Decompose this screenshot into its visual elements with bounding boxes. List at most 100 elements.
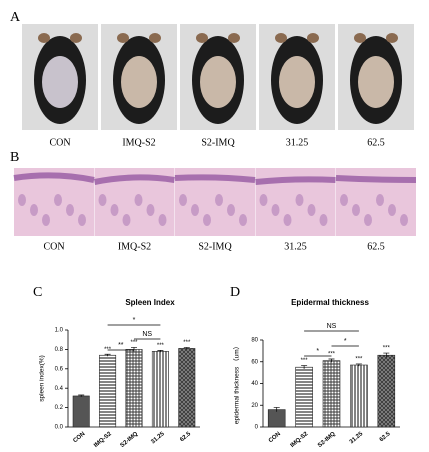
follicle	[215, 194, 223, 206]
x-tick-label: IMQ-S2	[93, 431, 113, 449]
follicle	[400, 214, 408, 226]
y-tick-label: 20	[251, 403, 258, 409]
follicle	[259, 194, 268, 206]
y-tick-label: 0.4	[55, 386, 64, 392]
follicle	[307, 204, 316, 216]
follicle	[146, 204, 155, 216]
ear	[117, 33, 129, 43]
panel-label: D	[230, 285, 240, 300]
x-tick-label: 31.25	[349, 431, 365, 446]
follicle	[179, 194, 187, 206]
error-bar	[301, 365, 308, 369]
follicle	[98, 194, 107, 206]
ear	[386, 33, 398, 43]
follicle	[134, 194, 143, 206]
error-bar	[355, 363, 362, 367]
epidermis	[13, 172, 95, 183]
error-bar	[383, 352, 390, 358]
group-label: 62.5	[367, 137, 385, 148]
follicle	[239, 214, 247, 226]
significance-label: ***	[328, 352, 336, 358]
histology-strip: CON IMQ-S2 S2-IMQ 31.25 62.5	[13, 168, 417, 252]
follicle	[122, 214, 131, 226]
y-tick-label: 0.8	[55, 347, 64, 353]
bar	[72, 395, 90, 428]
follicle	[340, 194, 348, 206]
follicle	[319, 214, 328, 226]
error-bar	[183, 347, 190, 350]
follicle	[110, 204, 119, 216]
x-tick-label: S2-IMQ	[317, 431, 337, 449]
follicle	[203, 214, 211, 226]
follicle	[66, 204, 74, 216]
follicle	[283, 214, 292, 226]
bar	[151, 351, 169, 428]
bracket-label: *	[344, 338, 347, 345]
chart-title: Spleen Index	[125, 298, 175, 307]
x-tick-label: CON	[268, 431, 282, 444]
bar	[99, 354, 117, 428]
group-label: 31.25	[284, 241, 307, 252]
group-label: IMQ-S2	[118, 241, 151, 252]
bar	[267, 409, 286, 428]
ear	[228, 33, 240, 43]
epidermis	[255, 176, 336, 185]
x-tick-label: S2-IMQ	[120, 431, 140, 449]
follicle	[54, 194, 62, 206]
epidermis	[335, 175, 417, 183]
mouse-photos: CON IMQ-S2 S2-IMQ 31.25 62.5	[22, 24, 414, 148]
bar	[178, 348, 196, 428]
group-label: CON	[49, 137, 70, 148]
follicle	[78, 214, 86, 226]
bar	[350, 364, 368, 428]
ear	[354, 33, 366, 43]
significance-label: ***	[383, 346, 391, 352]
bar	[322, 360, 341, 428]
bar	[377, 354, 396, 428]
group-label: S2-IMQ	[201, 137, 235, 148]
bracket-label: **	[118, 342, 124, 349]
y-tick-label: 0.2	[55, 405, 64, 411]
ear	[38, 33, 50, 43]
follicle	[364, 214, 372, 226]
group-label: IMQ-S2	[122, 137, 155, 148]
ear	[275, 33, 287, 43]
follicle	[42, 214, 50, 226]
shaved-area	[42, 56, 78, 108]
follicle	[388, 204, 396, 216]
panel-label: A	[10, 10, 21, 25]
shaved-area	[279, 56, 315, 108]
x-tick-label: 62.5	[179, 431, 192, 444]
follicle	[376, 194, 384, 206]
error-bar	[328, 358, 335, 363]
group-label: S2-IMQ	[198, 241, 232, 252]
follicle	[295, 194, 304, 206]
significance-label: ***	[183, 340, 191, 346]
follicle	[191, 204, 199, 216]
group-label: 31.25	[286, 137, 309, 148]
follicle	[18, 194, 26, 206]
significance-label: ***	[355, 357, 363, 363]
shaved-area	[121, 56, 157, 108]
bracket-label: *	[133, 317, 136, 324]
y-axis-label: epidermal thickness （um）	[233, 343, 241, 424]
x-tick-label: 31.25	[150, 431, 166, 446]
significance-label: ***	[301, 358, 309, 364]
chart-title: Epidermal thickness	[291, 298, 369, 307]
follicle	[30, 204, 38, 216]
bracket-label: NS	[142, 331, 152, 338]
x-tick-label: 62.5	[379, 431, 392, 444]
bracket-label: *	[316, 348, 319, 355]
error-bar	[78, 394, 85, 397]
y-tick-label: 60	[251, 359, 258, 365]
ear	[70, 33, 82, 43]
bracket-label: NS	[327, 323, 337, 330]
epidermis	[93, 174, 175, 185]
y-tick-label: 0.0	[55, 425, 64, 431]
error-bar	[157, 350, 164, 353]
follicle	[158, 214, 167, 226]
error-bar	[104, 353, 111, 357]
ear	[149, 33, 161, 43]
significance-label: ***	[130, 340, 138, 346]
